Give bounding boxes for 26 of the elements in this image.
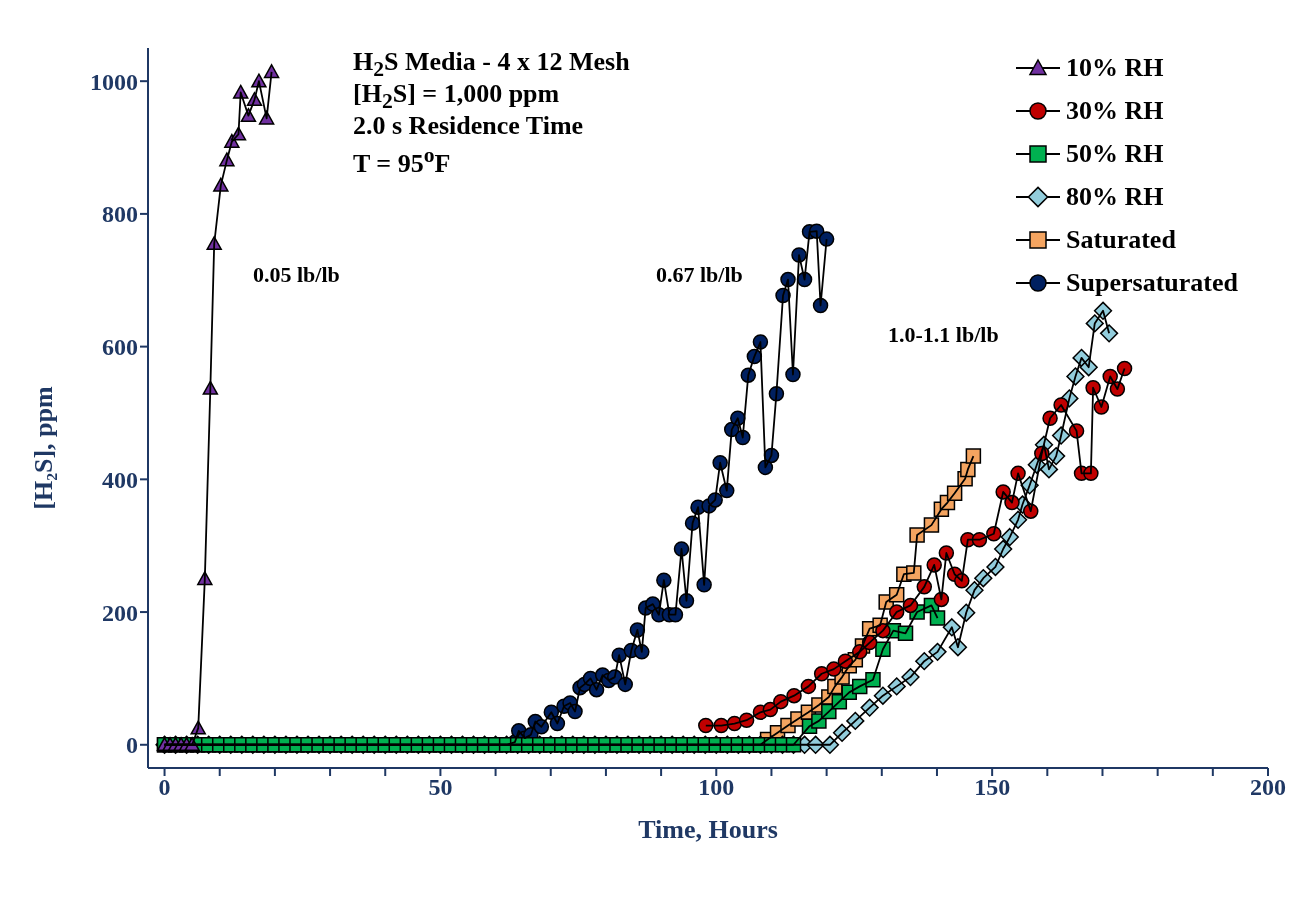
y-tick-label: 600 [102, 334, 138, 361]
x-tick-label: 150 [974, 774, 1011, 801]
annotation: 0.67 lb/lb [656, 262, 743, 288]
annotation: T = 95$^{o}$F [353, 143, 451, 179]
y-tick-label: 0 [126, 732, 138, 759]
legend-label: Saturated [1066, 224, 1176, 255]
x-tick-label: 200 [1250, 774, 1286, 801]
legend-label: 80% RH [1066, 181, 1164, 212]
y-tick-label: 1000 [90, 68, 138, 95]
annotation: 1.0-1.1 lb/lb [888, 322, 999, 348]
annotation: [H$_{2}$S] = 1,000 ppm [353, 79, 560, 114]
annotation: H$_{2}$S Media - 4 x 12 Mesh [353, 47, 630, 82]
x-tick-label: 0 [158, 774, 171, 801]
y-axis-title: [H₂S], ppm [29, 386, 59, 510]
x-axis-title: Time, Hours [638, 815, 778, 844]
x-tick-label: 50 [428, 774, 453, 801]
annotation: 2.0 s Residence Time [353, 111, 584, 141]
legend-label: 30% RH [1066, 95, 1164, 126]
legend-label: 50% RH [1066, 138, 1164, 169]
y-tick-label: 400 [102, 466, 138, 493]
x-tick-label: 100 [698, 774, 735, 801]
y-tick-label: 800 [102, 201, 138, 228]
annotation: 0.05 lb/lb [253, 262, 340, 288]
legend-label: Supersaturated [1066, 267, 1238, 298]
y-tick-label: 200 [102, 599, 138, 626]
legend-label: 10% RH [1066, 52, 1164, 83]
